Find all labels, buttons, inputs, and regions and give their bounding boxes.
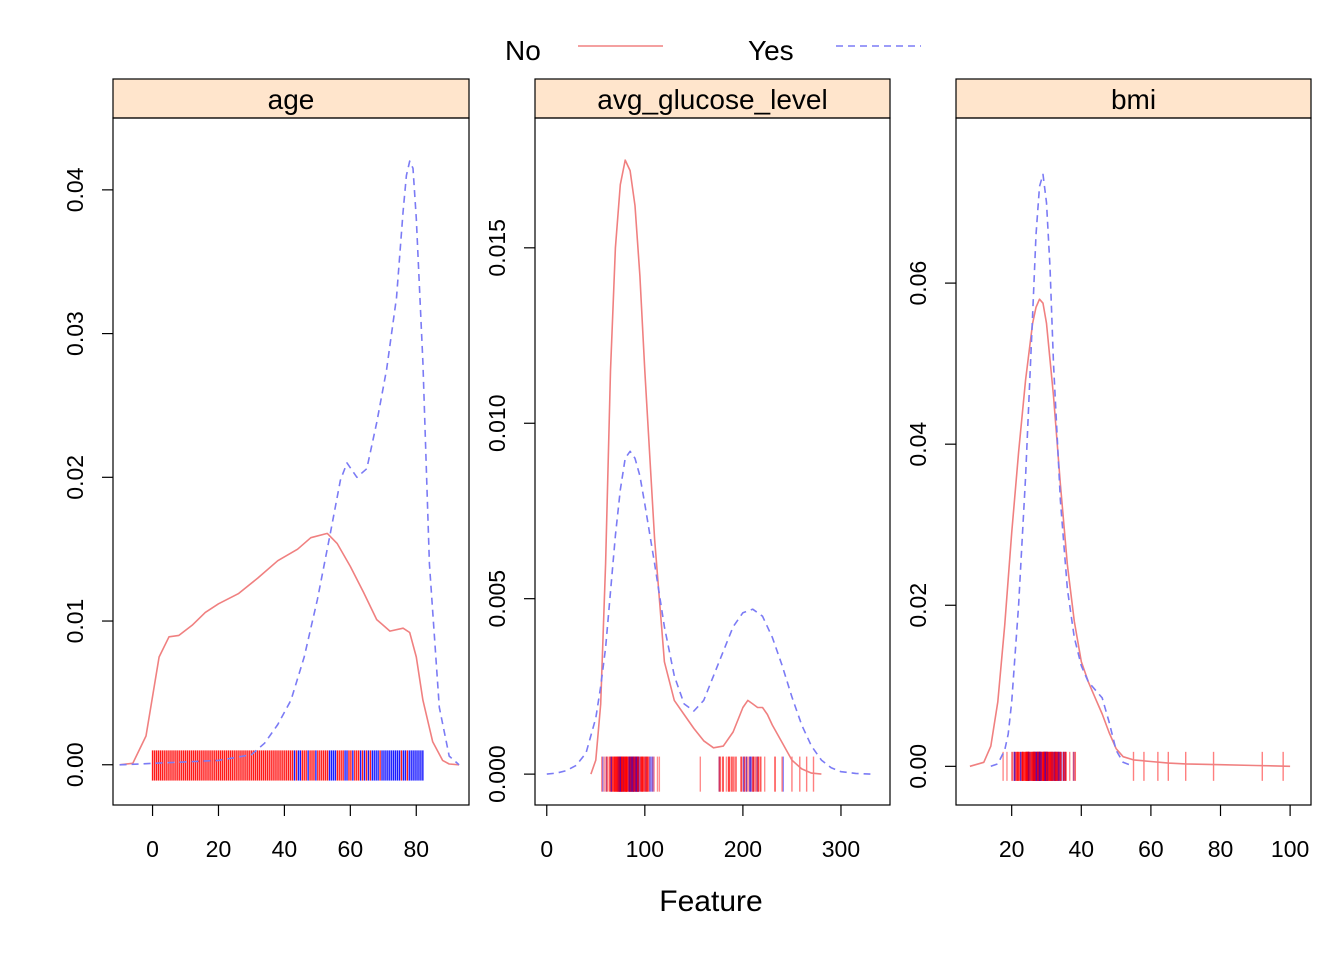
panel-title: age: [268, 84, 315, 115]
panels: age 0 20 40 60 80 0.00 0.01 0.02 0.03 0.04 avg_gluc…: [62, 78, 1312, 862]
density-line-yes: [119, 160, 460, 766]
x-tick-label: 20: [206, 836, 232, 862]
x-tick-label: 60: [338, 836, 364, 862]
x-tick-label: 0: [146, 836, 159, 862]
y-tick-label: 0.005: [484, 570, 510, 628]
x-tick-label: 20: [999, 836, 1025, 862]
x-tick-label: 60: [1138, 836, 1164, 862]
y-tick-label: 0.02: [62, 455, 88, 500]
panel-frame: [112, 117, 470, 806]
density-line-no: [590, 159, 822, 775]
rug: [151, 750, 424, 781]
rug: [601, 756, 815, 792]
density-line-yes: [546, 450, 871, 775]
panel-avg-glucose-level: avg_glucose_level 0 100 200 300 0.000 0.005 0.0…: [484, 78, 891, 862]
rug: [1002, 751, 1284, 781]
panel-strip: [112, 78, 470, 119]
panel-bmi: bmi 20 40 60 80 100 0.00 0.02 0.04 0.06: [905, 78, 1312, 862]
legend-label-yes: Yes: [748, 35, 794, 66]
density-line-no: [119, 532, 460, 766]
x-tick-label: 0: [540, 836, 553, 862]
density-line-no: [969, 298, 1291, 768]
plot-area: [969, 173, 1291, 781]
y-tick-label: 0.06: [905, 261, 931, 306]
y-tick-label: 0.015: [484, 219, 510, 277]
x-tick-label: 200: [724, 836, 762, 862]
panel-frame: [534, 117, 891, 806]
legend: No Yes: [505, 35, 921, 66]
x-tick-label: 40: [1068, 836, 1094, 862]
panel-title: bmi: [1111, 84, 1156, 115]
panel-title: avg_glucose_level: [597, 84, 827, 115]
y-tick-label: 0.010: [484, 394, 510, 452]
y-tick-label: 0.00: [62, 742, 88, 787]
legend-label-no: No: [505, 35, 541, 66]
y-tick-label: 0.00: [905, 744, 931, 789]
x-axis-label: Feature: [659, 885, 762, 918]
y-tick-label: 0.000: [484, 745, 510, 803]
density-line-yes: [990, 173, 1134, 768]
y-tick-label: 0.04: [905, 422, 931, 467]
panel-frame: [955, 117, 1312, 806]
x-tick-label: 100: [626, 836, 664, 862]
x-tick-label: 300: [822, 836, 860, 862]
panel-strip: [534, 78, 891, 119]
x-tick-label: 80: [1208, 836, 1234, 862]
y-tick-label: 0.01: [62, 599, 88, 644]
y-tick-label: 0.02: [905, 583, 931, 628]
x-tick-label: 80: [403, 836, 429, 862]
panel-age: age 0 20 40 60 80 0.00 0.01 0.02 0.03 0.04: [62, 78, 470, 862]
y-tick-label: 0.03: [62, 311, 88, 356]
plot-area: [546, 159, 871, 792]
y-tick-label: 0.04: [62, 167, 88, 212]
x-tick-label: 40: [272, 836, 298, 862]
x-tick-label: 100: [1271, 836, 1309, 862]
plot-area: [119, 160, 460, 781]
